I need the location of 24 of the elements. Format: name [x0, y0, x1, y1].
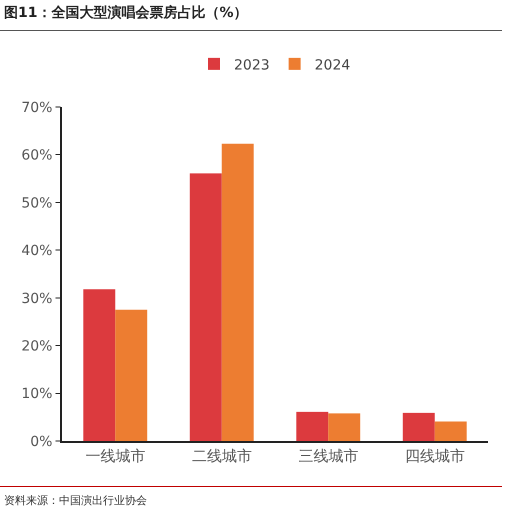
y-tick-label: 40%	[21, 243, 52, 260]
chart-title: 图11：全国大型演唱会票房占比（%）	[4, 4, 248, 22]
legend-label: 2024	[314, 57, 350, 74]
x-tick-label: 四线城市	[404, 446, 465, 465]
y-tick-label: 10%	[21, 386, 52, 402]
bar	[190, 173, 222, 441]
x-tick-label: 一线城市	[85, 446, 146, 465]
y-tick-label: 30%	[21, 290, 52, 307]
x-tick-label: 二线城市	[192, 446, 252, 465]
bar	[222, 144, 254, 441]
text: 资料来源：中国演出行业协会	[4, 493, 147, 508]
x-tick-label: 三线城市	[298, 446, 358, 465]
bar	[402, 412, 435, 441]
bar	[296, 412, 328, 441]
bar	[434, 421, 467, 441]
y-tick-label: 0%	[30, 434, 52, 450]
bar	[328, 413, 360, 441]
bar	[83, 289, 116, 441]
bar	[115, 310, 148, 441]
y-tick-label: 20%	[21, 338, 52, 354]
y-tick-label: 50%	[21, 195, 52, 212]
legend-label: 2023	[234, 57, 270, 74]
y-tick-label: 60%	[21, 148, 52, 164]
y-tick-label: 70%	[21, 100, 52, 116]
